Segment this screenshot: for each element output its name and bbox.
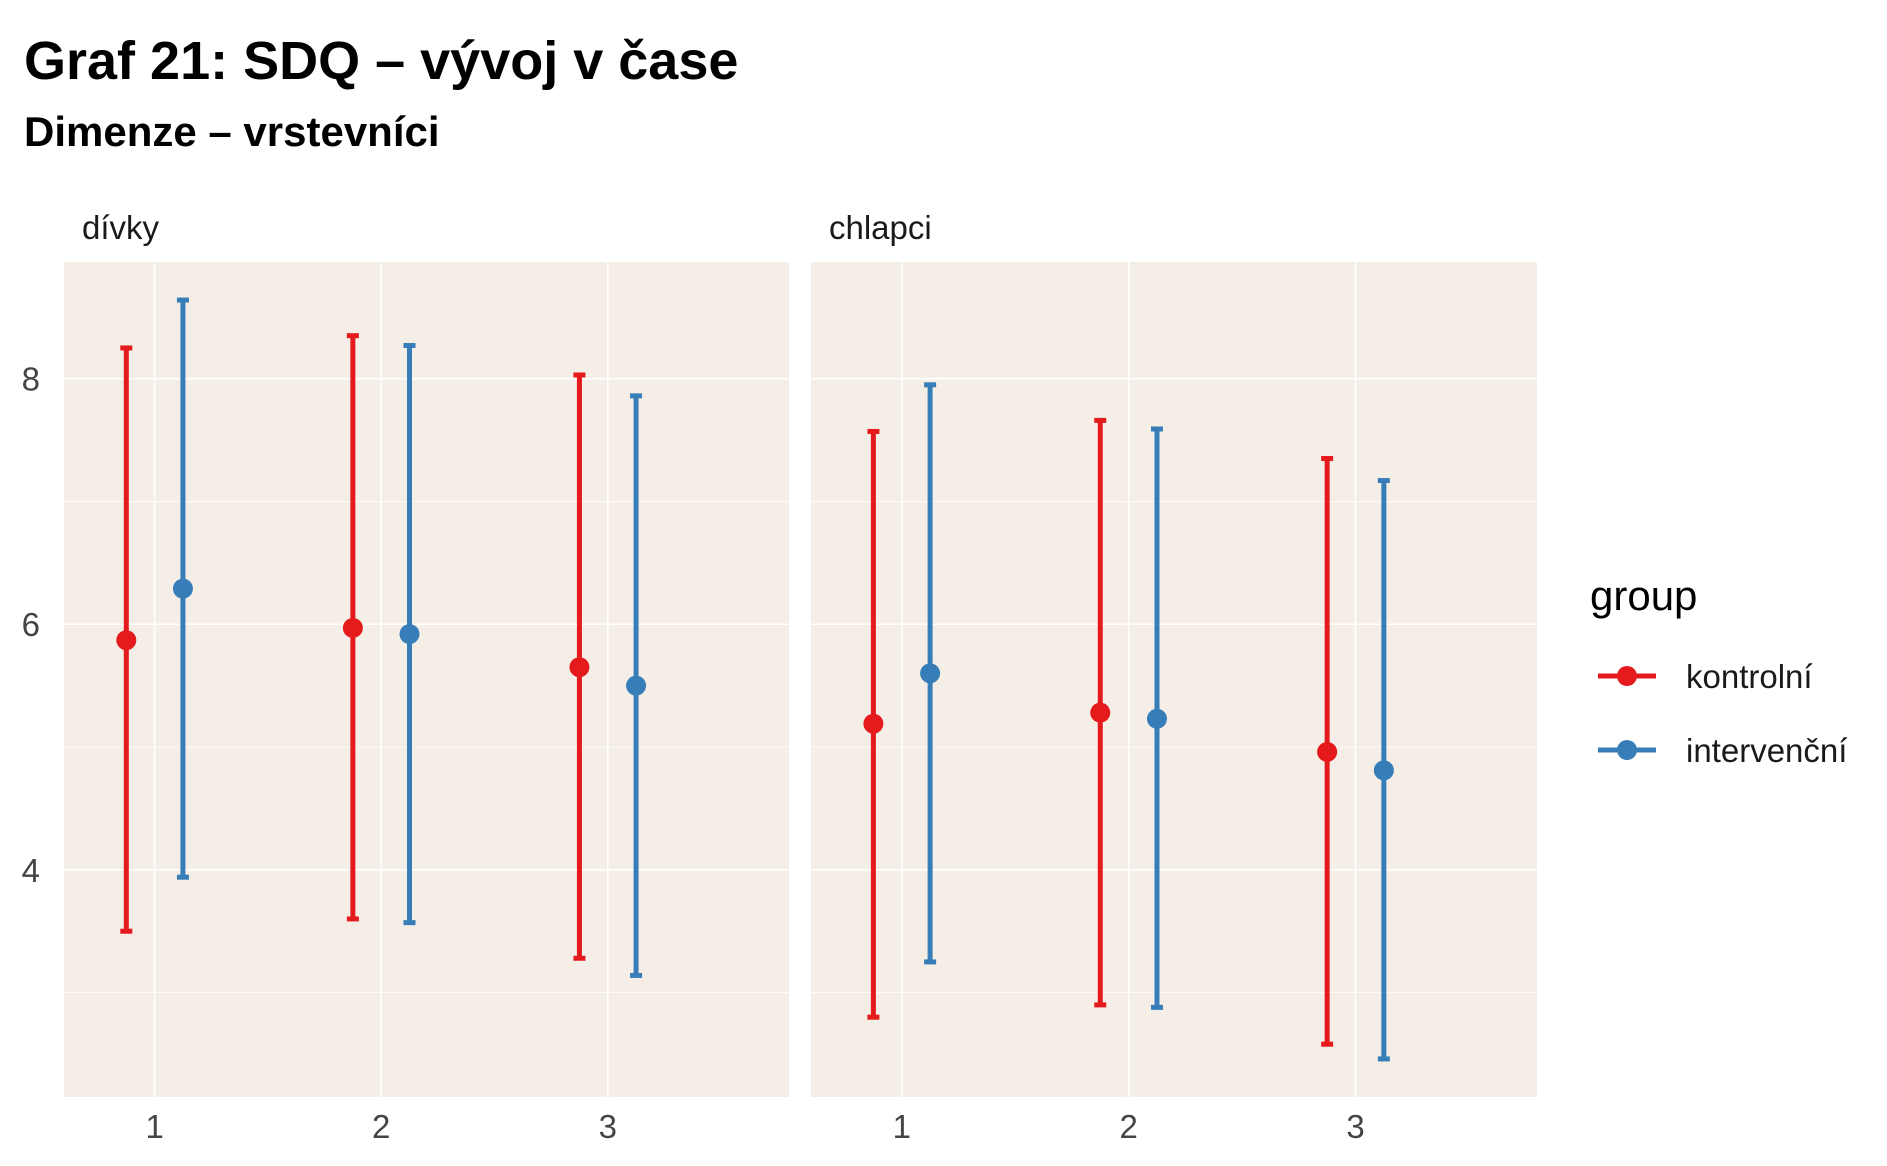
mean-point bbox=[863, 713, 884, 734]
mean-point bbox=[172, 578, 193, 599]
legend-key-point bbox=[1617, 666, 1637, 686]
panel-background bbox=[64, 262, 789, 1097]
mean-point bbox=[1090, 702, 1111, 723]
legend-title: group bbox=[1590, 572, 1697, 619]
chart-title: Graf 21: SDQ – vývoj v čase bbox=[24, 31, 739, 91]
legend-label: kontrolní bbox=[1686, 658, 1813, 695]
legend-label: intervenční bbox=[1686, 732, 1847, 769]
y-tick-label: 4 bbox=[22, 852, 40, 889]
panel-background bbox=[811, 262, 1537, 1097]
mean-point bbox=[1146, 708, 1167, 729]
x-tick-label: 2 bbox=[372, 1108, 390, 1145]
x-tick-label: 3 bbox=[1346, 1108, 1364, 1145]
mean-point bbox=[920, 663, 941, 684]
mean-point bbox=[399, 624, 420, 645]
facet-label: chlapci bbox=[829, 209, 932, 246]
mean-point bbox=[569, 657, 590, 678]
mean-point bbox=[1373, 760, 1394, 781]
facet-label: dívky bbox=[82, 209, 160, 246]
y-tick-label: 6 bbox=[22, 606, 40, 643]
y-tick-label: 8 bbox=[22, 361, 40, 398]
mean-point bbox=[116, 630, 137, 651]
x-tick-label: 3 bbox=[599, 1108, 617, 1145]
mean-point bbox=[626, 675, 647, 696]
x-tick-label: 2 bbox=[1119, 1108, 1137, 1145]
mean-point bbox=[342, 617, 363, 638]
x-tick-label: 1 bbox=[145, 1108, 163, 1145]
legend-key-point bbox=[1617, 740, 1637, 760]
x-tick-label: 1 bbox=[893, 1108, 911, 1145]
chart-subtitle: Dimenze – vrstevníci bbox=[24, 108, 440, 155]
mean-point bbox=[1317, 741, 1338, 762]
